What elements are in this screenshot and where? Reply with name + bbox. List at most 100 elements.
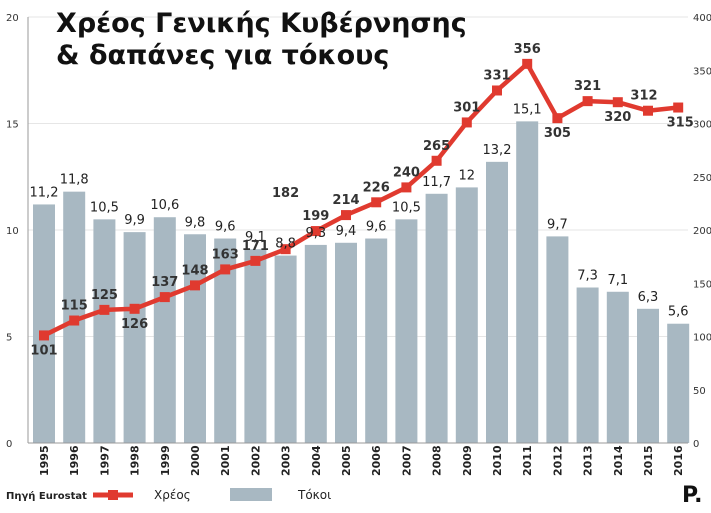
year-tick-label: 1995 bbox=[38, 445, 51, 476]
interest-value-label: 9,9 bbox=[124, 213, 145, 228]
interest-value-label: 7,1 bbox=[607, 273, 628, 288]
legend-label-interest: Τόκοι bbox=[297, 488, 331, 502]
interest-value-label: 7,3 bbox=[577, 269, 598, 284]
debt-point bbox=[69, 315, 80, 326]
year-tick-label: 1996 bbox=[68, 445, 81, 476]
interest-value-label: 9,6 bbox=[215, 220, 236, 235]
chart-title-line-2: & δαπάνες για τόκους bbox=[56, 40, 389, 71]
debt-point bbox=[341, 210, 351, 221]
legend-line-marker bbox=[108, 490, 118, 500]
interest-value-label: 9,4 bbox=[336, 224, 357, 239]
debt-point bbox=[431, 155, 442, 166]
debt-point bbox=[492, 85, 502, 96]
interest-bar bbox=[667, 323, 690, 443]
interest-bar bbox=[153, 217, 176, 443]
year-tick-label: 1999 bbox=[159, 445, 172, 476]
debt-value-label: 199 bbox=[302, 209, 329, 224]
debt-value-label: 265 bbox=[423, 139, 450, 154]
interest-value-label: 13,2 bbox=[483, 143, 512, 158]
year-tick-label: 2016 bbox=[672, 445, 685, 476]
debt-value-label: 214 bbox=[332, 193, 359, 208]
debt-point bbox=[99, 304, 110, 315]
year-tick-label: 2010 bbox=[491, 445, 504, 476]
legend-bar-swatch bbox=[230, 488, 272, 501]
interest-value-label: 12 bbox=[459, 168, 476, 183]
interest-bar bbox=[33, 204, 55, 443]
debt-value-label: 312 bbox=[630, 89, 657, 104]
year-tick-label: 2013 bbox=[582, 445, 595, 476]
interest-value-label: 11,2 bbox=[30, 185, 59, 200]
debt-line bbox=[43, 61, 679, 338]
debt-value-label: 115 bbox=[61, 299, 88, 314]
interest-bar bbox=[274, 255, 297, 443]
year-tick-label: 2006 bbox=[370, 445, 383, 476]
debt-point bbox=[39, 330, 49, 341]
year-tick-label: 2005 bbox=[340, 445, 353, 476]
year-tick-label: 2001 bbox=[219, 445, 232, 476]
debt-value-label: 182 bbox=[272, 186, 299, 201]
debt-value-label: 315 bbox=[667, 116, 694, 131]
interest-value-label: 10,5 bbox=[392, 200, 421, 215]
debt-value-label: 125 bbox=[91, 288, 118, 303]
left-axis-tick-label: 20 bbox=[6, 13, 19, 24]
debt-point bbox=[371, 197, 382, 208]
debt-point bbox=[280, 244, 291, 255]
debt-value-label: 331 bbox=[483, 68, 510, 83]
right-axis-tick-label: 100 bbox=[693, 333, 711, 344]
debt-point bbox=[220, 264, 231, 275]
debt-value-label: 321 bbox=[574, 79, 601, 94]
interest-bar bbox=[516, 121, 539, 444]
right-axis-tick-label: 50 bbox=[693, 386, 706, 397]
interest-bar bbox=[123, 232, 146, 443]
debt-value-label: 301 bbox=[453, 100, 480, 115]
year-tick-label: 1998 bbox=[129, 445, 142, 476]
interest-value-label: 9,3 bbox=[305, 226, 326, 241]
interest-bar bbox=[486, 161, 508, 443]
debt-point bbox=[129, 303, 140, 314]
debt-point bbox=[552, 113, 563, 124]
debt-point bbox=[159, 292, 170, 303]
right-axis-tick-label: 400 bbox=[693, 13, 711, 24]
debt-point bbox=[461, 117, 472, 128]
debt-value-label: 101 bbox=[30, 343, 57, 358]
interest-bar bbox=[365, 238, 388, 443]
labels-layer: 1995 1996 1997 1998 1999 2000 2001 2002 2003 2004… bbox=[30, 42, 694, 476]
right-axis-tick-label: 300 bbox=[693, 120, 711, 131]
interest-value-label: 11,7 bbox=[422, 175, 451, 190]
bars-layer bbox=[33, 121, 690, 444]
left-axis-tick-label: 5 bbox=[6, 333, 12, 344]
interest-value-label: 8,8 bbox=[275, 237, 296, 252]
year-tick-label: 2004 bbox=[310, 445, 323, 476]
interest-value-label: 6,3 bbox=[638, 290, 659, 305]
interest-bar bbox=[637, 308, 659, 443]
chart-title-line-1: Χρέος Γενικής Κυβέρνησης bbox=[56, 8, 467, 39]
debt-value-label: 171 bbox=[242, 239, 269, 254]
interest-bar bbox=[455, 187, 478, 443]
year-tick-label: 2007 bbox=[400, 445, 413, 476]
interest-bar bbox=[93, 219, 116, 443]
publisher-logo: P. bbox=[682, 483, 702, 508]
debt-point bbox=[643, 105, 653, 116]
debt-point bbox=[612, 97, 623, 108]
interest-value-label: 9,8 bbox=[185, 215, 206, 230]
left-axis-tick-label: 15 bbox=[6, 120, 19, 131]
debt-point bbox=[250, 255, 261, 266]
year-tick-label: 1997 bbox=[98, 445, 111, 476]
year-tick-label: 2015 bbox=[642, 445, 655, 476]
interest-bar bbox=[395, 219, 418, 443]
source-note: Πηγή Eurostat bbox=[6, 490, 87, 502]
right-axis-tick-label: 350 bbox=[693, 66, 711, 77]
interest-value-label: 5,6 bbox=[668, 305, 689, 320]
debt-value-label: 226 bbox=[363, 180, 390, 195]
year-tick-label: 2002 bbox=[249, 445, 262, 476]
debt-point bbox=[673, 102, 684, 113]
debt-point bbox=[310, 226, 321, 237]
right-axis-tick-label: 200 bbox=[693, 226, 711, 237]
year-tick-label: 2000 bbox=[189, 445, 202, 476]
interest-value-label: 9,7 bbox=[547, 217, 568, 232]
interest-bar bbox=[546, 236, 569, 443]
year-tick-label: 2014 bbox=[612, 445, 625, 476]
